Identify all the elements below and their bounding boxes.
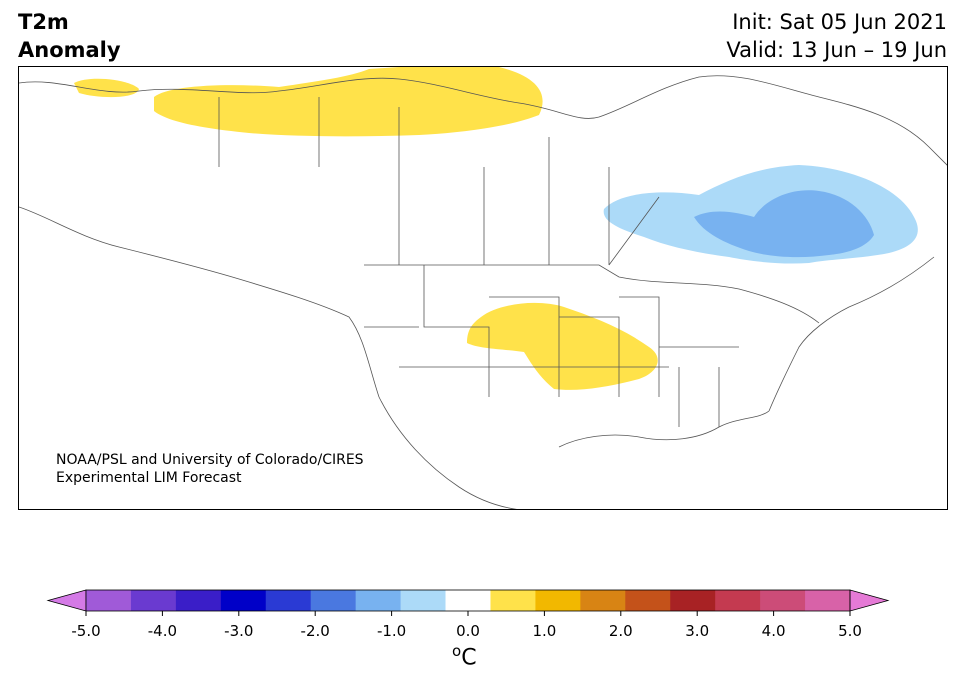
colorbar-unit: oC [452,642,477,670]
pacific-coastline [19,206,518,509]
title-line-2: Anomaly [18,38,121,62]
colorbar-svg [46,589,890,616]
init-date: Init: Sat 05 Jun 2021 [732,10,947,34]
colorbar-tick-label: 5.0 [838,622,862,640]
warm-anomaly-regions [74,67,658,390]
colorbar-box [400,590,447,611]
colorbar-box [175,590,222,611]
map-panel: NOAA/PSL and University of Colorado/CIRE… [18,66,948,510]
cool-anomaly-regions [603,165,918,264]
unit-base: C [461,645,477,671]
colorbar-box [715,590,761,611]
colorbar-box [265,590,312,611]
us-state-lines [364,265,739,427]
canada-us-border [364,264,820,324]
colorbar: -5.0 -4.0 -3.0 -2.0 -1.0 0.0 1.0 2.0 3.0 4.0 5.0 o… [0,580,959,680]
colorbar-tick-label: -1.0 [376,622,407,640]
colorbar-box [355,590,402,611]
colorbar-box [445,590,491,611]
cool-region-mid [694,190,874,258]
date-info: Init: Sat 05 Jun 2021 Valid: 13 Jun – 19… [726,8,947,64]
warm-region-arctic-main [154,67,543,137]
boundaries [19,75,947,509]
colorbar-box [535,590,581,611]
colorbar-box [490,590,536,611]
colorbar-box [580,590,626,611]
valid-date: Valid: 13 Jun – 19 Jun [726,38,947,62]
map-title: T2m Anomaly [18,8,121,64]
colorbar-tick-label: 1.0 [532,622,557,640]
colorbar-tick-label: 3.0 [685,622,710,640]
colorbar-tick-label: 0.0 [456,622,480,640]
colorbar-tick-label: 2.0 [608,622,633,640]
credit-text: NOAA/PSL and University of Colorado/CIRE… [56,451,364,487]
colorbar-box [760,590,806,611]
colorbar-box [310,590,357,611]
colorbar-box [670,590,716,611]
title-line-1: T2m [18,10,69,34]
province-lines [218,97,660,266]
warm-region-plains [467,302,658,390]
gulf-coastline [558,410,770,448]
colorbar-box [220,590,267,611]
colorbar-tick-label: 4.0 [761,622,786,640]
credit-line-1: NOAA/PSL and University of Colorado/CIRE… [56,452,364,468]
colorbar-extend-high [849,589,890,612]
credit-line-2: Experimental LIM Forecast [56,470,242,486]
colorbar-box [805,590,851,611]
colorbar-box [86,590,132,611]
arctic-coastline [19,75,947,166]
colorbar-extend-low [46,589,87,612]
colorbar-box [130,590,177,611]
colorbar-box [625,590,671,611]
colorbar-tick-label: -5.0 [71,622,101,640]
atlantic-coastline [768,256,935,412]
map-svg [19,67,947,509]
unit-superscript: o [452,642,462,660]
colorbar-tick-label: -4.0 [147,622,178,640]
colorbar-tick-label: -3.0 [224,622,254,640]
colorbar-tick-label: -2.0 [300,622,330,640]
